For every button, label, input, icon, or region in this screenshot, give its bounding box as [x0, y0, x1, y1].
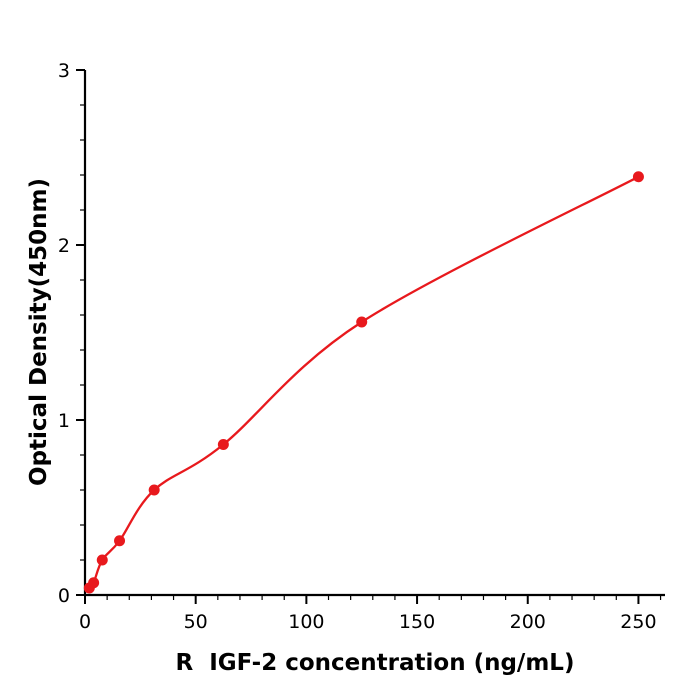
x-tick-label: 250 — [620, 611, 656, 633]
data-point — [88, 577, 100, 589]
data-point — [217, 439, 229, 450]
y-tick-label: 0 — [58, 585, 70, 607]
y-axis-label: Optical Density(450nm) — [26, 178, 52, 486]
data-point — [356, 316, 368, 328]
x-tick-label: 0 — [79, 611, 91, 633]
x-tick-label: 50 — [184, 611, 208, 633]
data-point — [114, 535, 126, 547]
x-tick-label: 150 — [399, 611, 435, 633]
x-tick-label: 100 — [288, 611, 324, 633]
y-tick-label: 2 — [58, 235, 70, 257]
y-tick-label: 1 — [58, 410, 70, 432]
x-axis-label: R IGF-2 concentration (ng/mL) — [176, 650, 575, 676]
fit-curve — [88, 175, 639, 589]
data-point — [632, 171, 644, 183]
data-point — [96, 554, 108, 566]
data-point — [148, 484, 160, 496]
y-tick-label: 3 — [58, 60, 70, 82]
plot-area: 0 50 100 150 200 250 0 1 2 3 — [58, 60, 665, 633]
x-tick-label: 200 — [510, 611, 546, 633]
